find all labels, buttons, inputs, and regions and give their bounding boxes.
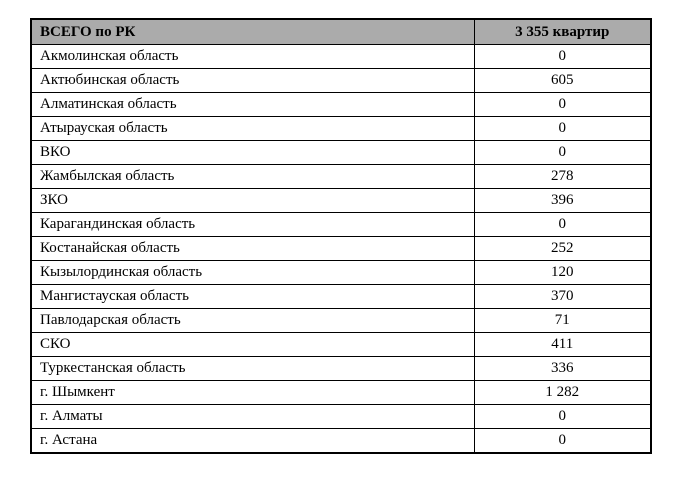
region-name: Атырауская область bbox=[30, 116, 475, 141]
table-row: г. Шымкент 1 282 bbox=[30, 380, 652, 405]
table-row: Карагандинская область 0 bbox=[30, 212, 652, 237]
table-row: г. Алматы 0 bbox=[30, 404, 652, 429]
table-row: Алматинская область 0 bbox=[30, 92, 652, 117]
table-row: г. Астана 0 bbox=[30, 428, 652, 454]
table-row: Мангистауская область 370 bbox=[30, 284, 652, 309]
regions-apartments-table: ВСЕГО по РК 3 355 квартир Акмолинская об… bbox=[30, 18, 652, 454]
header-total-value: 3 355 квартир bbox=[473, 18, 652, 45]
region-name: Павлодарская область bbox=[30, 308, 475, 333]
region-value: 336 bbox=[473, 356, 652, 381]
region-value: 120 bbox=[473, 260, 652, 285]
region-name: Алматинская область bbox=[30, 92, 475, 117]
region-value: 0 bbox=[473, 44, 652, 69]
table-body: ВСЕГО по РК 3 355 квартир Акмолинская об… bbox=[30, 18, 652, 454]
region-value: 605 bbox=[473, 68, 652, 93]
table-row: Павлодарская область 71 bbox=[30, 308, 652, 333]
regions-table-container: ВСЕГО по РК 3 355 квартир Акмолинская об… bbox=[30, 18, 652, 454]
region-value: 0 bbox=[473, 92, 652, 117]
table-row: Актюбинская область 605 bbox=[30, 68, 652, 93]
table-row: Костанайская область 252 bbox=[30, 236, 652, 261]
region-value: 0 bbox=[473, 116, 652, 141]
region-name: СКО bbox=[30, 332, 475, 357]
region-value: 0 bbox=[473, 140, 652, 165]
region-name: г. Астана bbox=[30, 428, 475, 454]
table-row: ВКО 0 bbox=[30, 140, 652, 165]
region-value: 370 bbox=[473, 284, 652, 309]
table-row: Атырауская область 0 bbox=[30, 116, 652, 141]
table-row: ЗКО 396 bbox=[30, 188, 652, 213]
region-value: 252 bbox=[473, 236, 652, 261]
region-value: 278 bbox=[473, 164, 652, 189]
region-name: Акмолинская область bbox=[30, 44, 475, 69]
region-name: Кызылординская область bbox=[30, 260, 475, 285]
region-name: Актюбинская область bbox=[30, 68, 475, 93]
region-name: Карагандинская область bbox=[30, 212, 475, 237]
region-value: 0 bbox=[473, 428, 652, 454]
region-name: ЗКО bbox=[30, 188, 475, 213]
region-value: 0 bbox=[473, 212, 652, 237]
table-row: Туркестанская область 336 bbox=[30, 356, 652, 381]
region-name: г. Шымкент bbox=[30, 380, 475, 405]
region-name: Туркестанская область bbox=[30, 356, 475, 381]
header-total-label: ВСЕГО по РК bbox=[30, 18, 475, 45]
region-name: Жамбылская область bbox=[30, 164, 475, 189]
table-row: СКО 411 bbox=[30, 332, 652, 357]
table-row: Кызылординская область 120 bbox=[30, 260, 652, 285]
region-name: Мангистауская область bbox=[30, 284, 475, 309]
region-name: г. Алматы bbox=[30, 404, 475, 429]
region-value: 1 282 bbox=[473, 380, 652, 405]
table-row: Жамбылская область 278 bbox=[30, 164, 652, 189]
region-value: 411 bbox=[473, 332, 652, 357]
region-name: ВКО bbox=[30, 140, 475, 165]
table-header-row: ВСЕГО по РК 3 355 квартир bbox=[30, 18, 652, 45]
region-name: Костанайская область bbox=[30, 236, 475, 261]
region-value: 71 bbox=[473, 308, 652, 333]
table-row: Акмолинская область 0 bbox=[30, 44, 652, 69]
region-value: 0 bbox=[473, 404, 652, 429]
region-value: 396 bbox=[473, 188, 652, 213]
